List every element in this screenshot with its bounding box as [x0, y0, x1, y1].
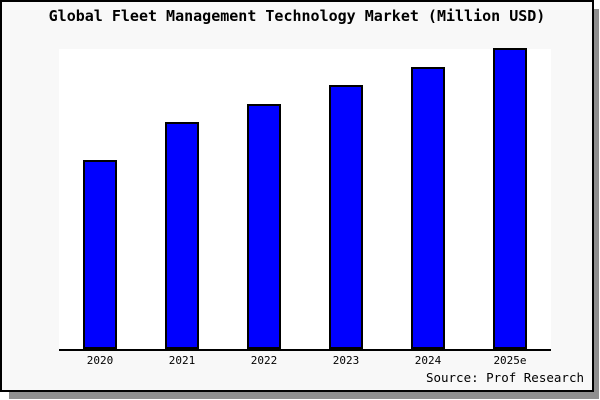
chart-frame: Global Fleet Management Technology Marke…	[0, 0, 594, 392]
bar-2022	[247, 104, 281, 349]
x-tick-label-2020: 2020	[86, 354, 114, 367]
x-tick-label-2023: 2023	[332, 354, 360, 367]
source-note: Source: Prof Research	[425, 370, 584, 385]
bar-2020	[83, 160, 117, 349]
plot-area	[59, 48, 551, 351]
bar-2023	[329, 85, 363, 349]
x-tick-label-2021: 2021	[168, 354, 196, 367]
bar-2024	[411, 67, 445, 349]
bar-2021	[165, 122, 199, 349]
x-tick-label-2022: 2022	[250, 354, 278, 367]
x-tick-label-2024: 2024	[414, 354, 442, 367]
x-tick-label-2025e: 2025e	[493, 354, 527, 367]
bar-2025e	[493, 48, 527, 349]
chart-title: Global Fleet Management Technology Marke…	[48, 7, 546, 25]
